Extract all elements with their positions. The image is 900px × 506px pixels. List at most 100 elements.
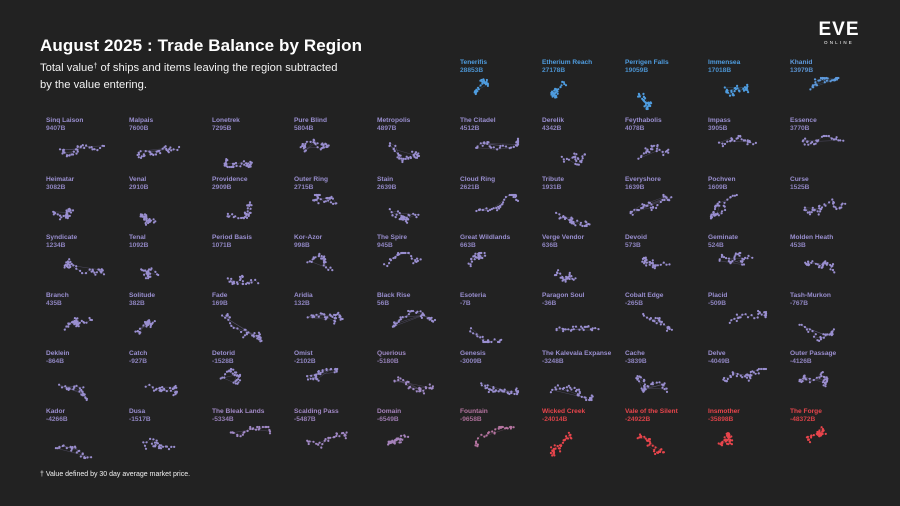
map-system-dot bbox=[327, 199, 330, 202]
map-system-dot bbox=[640, 206, 643, 210]
map-system-dot bbox=[556, 445, 559, 448]
map-system-dot bbox=[75, 152, 78, 155]
map-system-dot bbox=[75, 265, 78, 268]
map-system-dot bbox=[152, 218, 155, 221]
map-system-dot bbox=[655, 150, 658, 153]
map-system-dot bbox=[642, 380, 645, 383]
map-system-dot bbox=[569, 218, 572, 221]
map-link bbox=[734, 314, 743, 320]
map-system-dot bbox=[716, 202, 719, 205]
map-system-dot bbox=[56, 447, 59, 450]
region-map bbox=[393, 376, 434, 395]
map-system-dot bbox=[406, 221, 409, 224]
region-value: -5334B bbox=[212, 416, 234, 423]
map-system-dot bbox=[486, 142, 489, 145]
map-system-dot bbox=[313, 193, 316, 197]
map-system-dot bbox=[474, 444, 477, 447]
subtitle-pre: Total value bbox=[40, 62, 94, 74]
region-value: -48372B bbox=[790, 416, 816, 423]
region-map bbox=[549, 384, 594, 402]
map-system-dot bbox=[742, 87, 745, 90]
region-map bbox=[226, 201, 253, 220]
map-system-dot bbox=[399, 316, 402, 319]
map-system-dot bbox=[475, 256, 479, 259]
map-system-dot bbox=[63, 266, 66, 269]
map-system-dot bbox=[241, 280, 244, 283]
region-map bbox=[642, 312, 673, 332]
map-system-dot bbox=[806, 211, 809, 214]
map-link bbox=[638, 196, 672, 211]
map-system-dot bbox=[554, 91, 557, 94]
region-etherium-reach: Etherium Reach 27178B bbox=[542, 59, 622, 115]
map-system-dot bbox=[556, 92, 559, 95]
map-system-dot bbox=[731, 260, 734, 263]
map-system-dot bbox=[321, 257, 324, 260]
map-system-dot bbox=[152, 153, 155, 157]
map-system-dot bbox=[746, 140, 750, 143]
map-system-dot bbox=[240, 216, 243, 220]
region-impass: Impass 3905B bbox=[708, 117, 788, 173]
map-system-dot bbox=[561, 276, 564, 279]
map-link bbox=[807, 140, 817, 142]
page-title: August 2025 : Trade Balance by Region bbox=[40, 36, 363, 55]
region-map bbox=[306, 367, 339, 382]
map-system-dot bbox=[158, 386, 162, 389]
map-system-dot bbox=[97, 268, 100, 271]
map-system-dot bbox=[400, 251, 403, 255]
map-system-dot bbox=[646, 204, 649, 207]
map-system-dot bbox=[469, 330, 472, 333]
map-system-dot bbox=[649, 317, 652, 320]
map-system-dot bbox=[638, 436, 641, 439]
map-system-dot bbox=[324, 258, 327, 261]
map-system-dot bbox=[148, 383, 151, 386]
region-map bbox=[717, 134, 757, 148]
map-system-dot bbox=[247, 282, 251, 285]
region-aridia: Aridia 132B bbox=[294, 292, 374, 348]
map-system-dot bbox=[644, 256, 647, 259]
map-system-dot bbox=[656, 264, 659, 267]
map-system-dot bbox=[164, 145, 167, 148]
map-system-dot bbox=[417, 152, 420, 155]
map-system-dot bbox=[84, 396, 87, 399]
map-system-dot bbox=[85, 321, 88, 324]
map-system-dot bbox=[252, 335, 255, 338]
map-system-dot bbox=[487, 340, 490, 344]
map-system-dot bbox=[399, 377, 402, 380]
map-system-dot bbox=[490, 146, 493, 149]
map-system-dot bbox=[84, 272, 88, 275]
region-value: -2102B bbox=[294, 358, 316, 365]
map-system-dot bbox=[819, 210, 822, 213]
map-system-dot bbox=[736, 372, 739, 376]
map-system-dot bbox=[138, 327, 142, 330]
map-system-dot bbox=[813, 78, 817, 81]
map-system-dot bbox=[722, 378, 725, 381]
map-system-dot bbox=[142, 441, 145, 444]
map-system-dot bbox=[388, 144, 392, 147]
region-name: Providence bbox=[212, 176, 248, 183]
map-link bbox=[74, 387, 83, 393]
map-system-dot bbox=[143, 444, 147, 447]
map-system-dot bbox=[485, 81, 488, 84]
map-system-dot bbox=[90, 146, 93, 149]
map-system-dot bbox=[723, 86, 726, 89]
map-system-dot bbox=[99, 270, 102, 273]
map-system-dot bbox=[476, 335, 479, 338]
map-system-dot bbox=[84, 456, 87, 460]
map-system-dot bbox=[646, 150, 649, 153]
map-system-dot bbox=[479, 84, 482, 87]
map-system-dot bbox=[137, 156, 140, 159]
map-system-dot bbox=[573, 152, 576, 155]
map-system-dot bbox=[486, 386, 489, 389]
map-system-dot bbox=[165, 445, 168, 448]
region-outer-passage: Outer Passage -4126B bbox=[790, 350, 870, 406]
map-system-dot bbox=[61, 152, 64, 155]
map-system-dot bbox=[835, 136, 838, 139]
map-system-dot bbox=[639, 434, 642, 437]
map-system-dot bbox=[502, 201, 505, 204]
map-system-dot bbox=[338, 314, 341, 317]
map-system-dot bbox=[764, 312, 768, 315]
map-system-dot bbox=[670, 328, 673, 331]
region-value: -927B bbox=[129, 358, 147, 365]
map-system-dot bbox=[564, 328, 567, 331]
map-system-dot bbox=[831, 263, 835, 266]
